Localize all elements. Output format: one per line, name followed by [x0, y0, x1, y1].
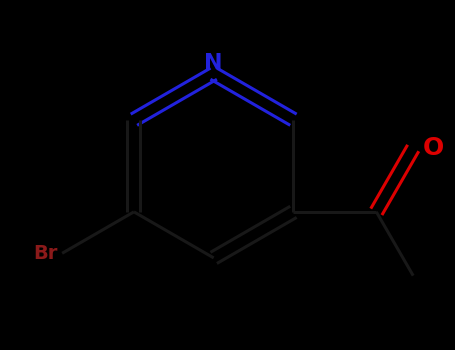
Text: Br: Br [33, 244, 57, 263]
Text: O: O [422, 136, 444, 160]
Text: N: N [204, 52, 223, 73]
